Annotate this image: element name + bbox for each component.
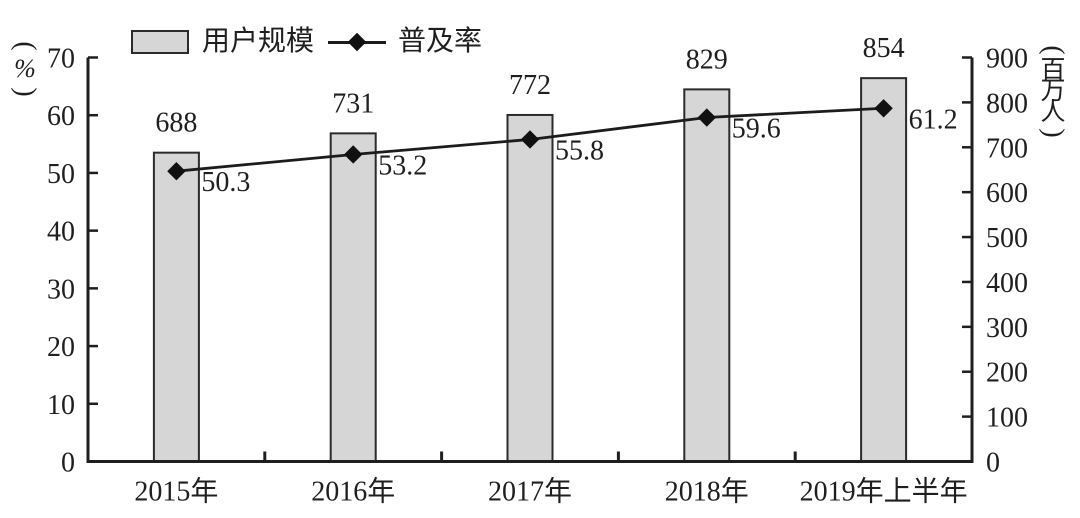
right-axis-tick-label: 300 (986, 313, 1028, 344)
vertical-parenthesis: ( (10, 41, 41, 51)
vertical-parenthesis: ) (1038, 128, 1069, 138)
x-axis-category-label: 2019年上半年 (800, 476, 968, 508)
unit-character: 万 (1040, 78, 1066, 105)
legend-label-user-scale: 用户规模 (202, 26, 315, 57)
right-axis-tick-label: 0 (986, 448, 1000, 479)
left-axis-tick-label: 60 (47, 101, 75, 132)
left-axis-tick-label: 30 (47, 274, 75, 305)
vertical-parenthesis: ) (10, 87, 41, 97)
unit-character: % (14, 54, 36, 83)
left-axis-tick-label: 20 (47, 332, 75, 363)
bar-value-label: 829 (686, 44, 728, 75)
legend-diamond-icon (347, 32, 367, 52)
legend-bar-swatch (131, 30, 189, 54)
vertical-parenthesis: ( (1038, 45, 1069, 55)
bar-2015年 (152, 151, 200, 463)
x-axis-category-label: 2018年 (665, 476, 749, 508)
left-axis-unit-label: (%) (5, 36, 45, 102)
line-value-label: 59.6 (732, 114, 781, 145)
right-axis-tick-label: 400 (986, 268, 1028, 299)
bar-value-label: 772 (509, 70, 551, 101)
diamond-marker-icon (874, 99, 893, 118)
left-axis-tick-label: 0 (61, 448, 75, 479)
left-axis-tick-label: 50 (47, 159, 75, 190)
unit-character: 人 (1040, 99, 1066, 126)
right-axis-tick-label: 800 (986, 88, 1028, 119)
diamond-marker-icon (167, 162, 186, 181)
legend: 用户规模 普及率 (131, 27, 482, 57)
bar-2017年 (506, 113, 554, 463)
right-axis-tick-label: 900 (986, 44, 1028, 75)
diamond-marker-icon (697, 108, 716, 127)
right-axis-unit-label: ( 百万人) (1033, 40, 1073, 143)
bar-2016年 (329, 132, 377, 463)
bar-2018年 (683, 88, 731, 463)
line-value-label: 61.2 (909, 104, 958, 135)
diamond-marker-icon (520, 130, 540, 149)
bar-2019年上半年 (860, 77, 908, 463)
bar-value-label: 731 (332, 88, 374, 119)
bar-value-label: 688 (155, 108, 197, 139)
bar-value-label: 854 (863, 33, 905, 64)
unit-character: 百 (1040, 57, 1066, 84)
right-axis-tick-label: 200 (986, 358, 1028, 389)
x-axis-category-label: 2015年 (134, 476, 218, 508)
line-value-label: 50.3 (201, 167, 250, 198)
right-axis-tick-label: 500 (986, 223, 1028, 254)
right-axis-tick-label: 600 (986, 178, 1028, 209)
x-axis-category-label: 2017年 (488, 476, 572, 508)
diamond-marker-icon (344, 145, 363, 164)
right-axis-tick-label: 700 (986, 133, 1028, 164)
right-axis-tick-label: 100 (986, 403, 1028, 434)
line-value-label: 55.8 (555, 135, 604, 166)
x-axis-category-label: 2016年 (311, 476, 395, 508)
line-value-label: 53.2 (378, 150, 427, 181)
legend-label-penetration: 普及率 (398, 26, 483, 57)
left-axis-tick-label: 10 (47, 390, 75, 421)
left-axis-tick-label: 40 (47, 217, 75, 248)
left-axis-tick-label: 70 (47, 44, 75, 75)
legend-line-marker (328, 32, 387, 52)
